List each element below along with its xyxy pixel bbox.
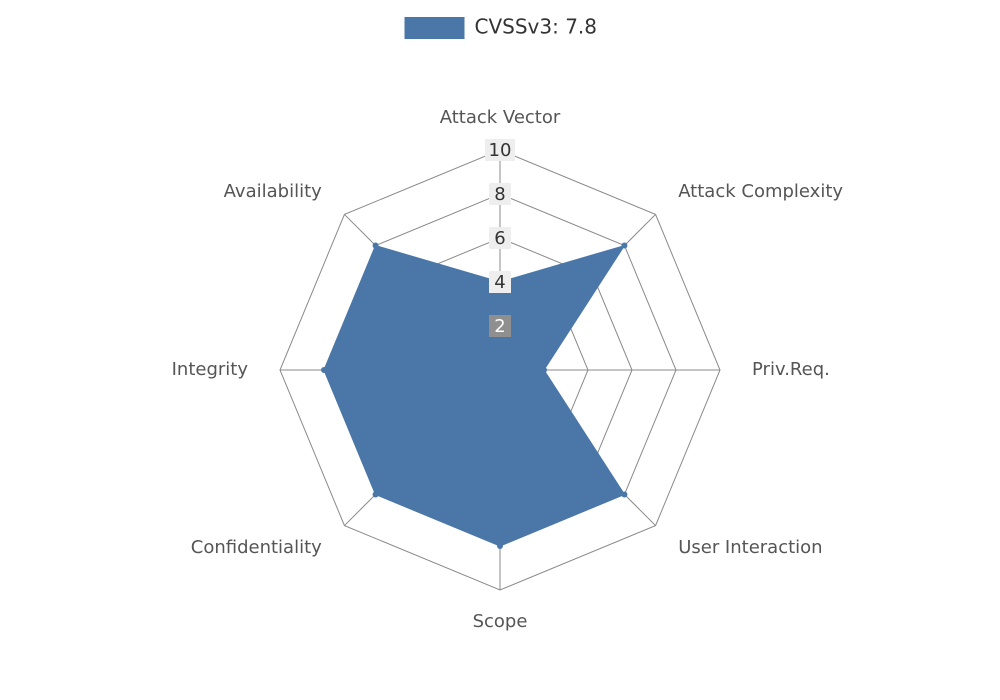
axis-label: Integrity [172,359,249,380]
axis-label: Confidentiality [191,537,322,558]
tick-label: 2 [494,316,505,337]
axis-label: Attack Complexity [678,181,843,202]
legend-label: CVSSv3: 7.8 [475,15,598,39]
axis-label: User Interaction [678,537,822,558]
axis-label: Scope [473,611,528,632]
tick-label: 6 [494,228,505,249]
tick-label: 10 [489,140,512,161]
radar-chart: Attack Vector Attack Complexity Priv.Req. U… [0,0,1000,700]
axis-label: Availability [224,181,322,202]
axis-label: Priv.Req. [752,359,830,380]
legend-swatch [405,17,465,39]
tick-label: 8 [494,184,505,205]
radar-svg: Attack Vector Attack Complexity Priv.Req. U… [0,0,1000,700]
tick-label: 4 [494,272,505,293]
axis-label: Attack Vector [440,107,561,128]
